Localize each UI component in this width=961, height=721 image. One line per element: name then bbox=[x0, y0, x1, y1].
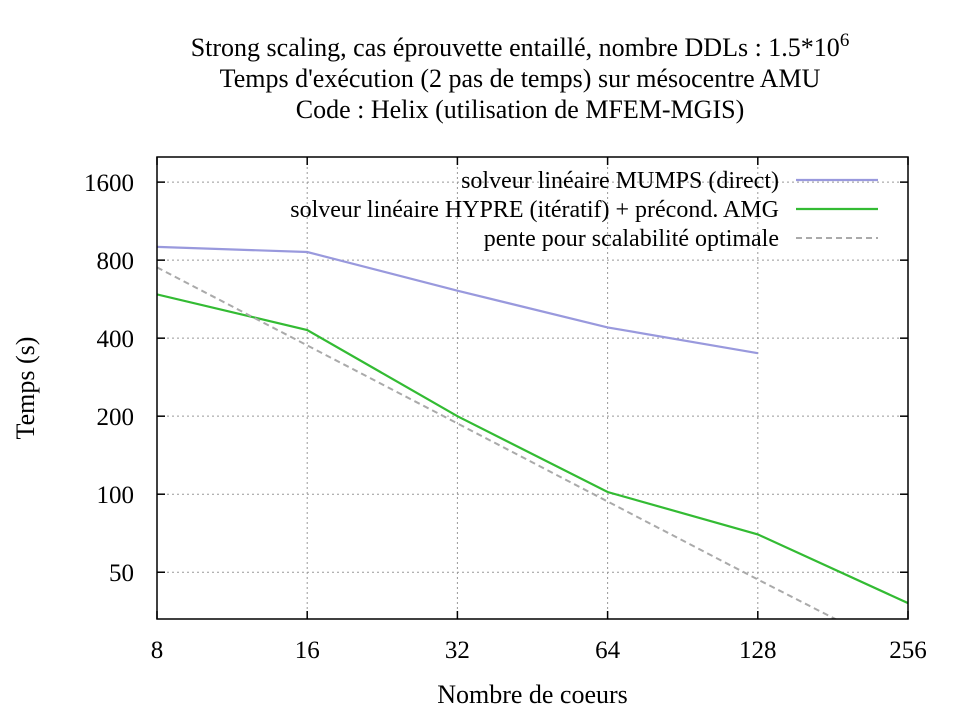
y-tick-label: 200 bbox=[97, 404, 135, 431]
y-tick-label: 1600 bbox=[84, 170, 134, 197]
x-axis-label: Nombre de coeurs bbox=[437, 680, 628, 709]
series-line-1 bbox=[157, 245, 758, 355]
title-superscript: 6 bbox=[840, 30, 850, 51]
legend-label: solveur linéaire HYPRE (itératif) + préc… bbox=[290, 197, 779, 223]
y-tick-label: 50 bbox=[109, 560, 134, 587]
x-tick-label: 256 bbox=[889, 637, 927, 664]
y-axis-label: Temps (s) bbox=[11, 337, 40, 440]
y-tick-label: 800 bbox=[97, 248, 135, 275]
y-tick-label: 400 bbox=[97, 326, 135, 353]
legend: solveur linéaire MUMPS (direct) solveur l… bbox=[290, 168, 878, 252]
chart-title: Strong scaling, cas éprouvette entaillé,… bbox=[191, 30, 850, 124]
title-line: Code : Helix (utilisation de MFEM-MGIS) bbox=[296, 95, 744, 124]
x-tick-label: 64 bbox=[595, 637, 621, 664]
y-tick-label: 100 bbox=[97, 482, 135, 509]
legend-label: pente pour scalabilité optimale bbox=[484, 226, 779, 252]
series-lines bbox=[157, 245, 908, 619]
x-tick-label: 16 bbox=[295, 637, 320, 664]
x-tick-label: 8 bbox=[151, 637, 164, 664]
x-tick-label: 128 bbox=[739, 637, 777, 664]
series-line-2 bbox=[157, 293, 908, 605]
title-line: Strong scaling, cas éprouvette entaillé,… bbox=[191, 33, 840, 62]
axis-ticks: 8 16 32 64 128 256 50 100 200 400 800 1600 bbox=[84, 157, 927, 664]
title-line: Temps d'exécution (2 pas de temps) sur m… bbox=[220, 64, 821, 93]
legend-label: solveur linéaire MUMPS (direct) bbox=[461, 168, 779, 194]
series-line-3 bbox=[157, 266, 838, 619]
grid bbox=[157, 157, 908, 619]
plot-frame bbox=[156, 156, 909, 620]
x-tick-label: 32 bbox=[445, 637, 470, 664]
